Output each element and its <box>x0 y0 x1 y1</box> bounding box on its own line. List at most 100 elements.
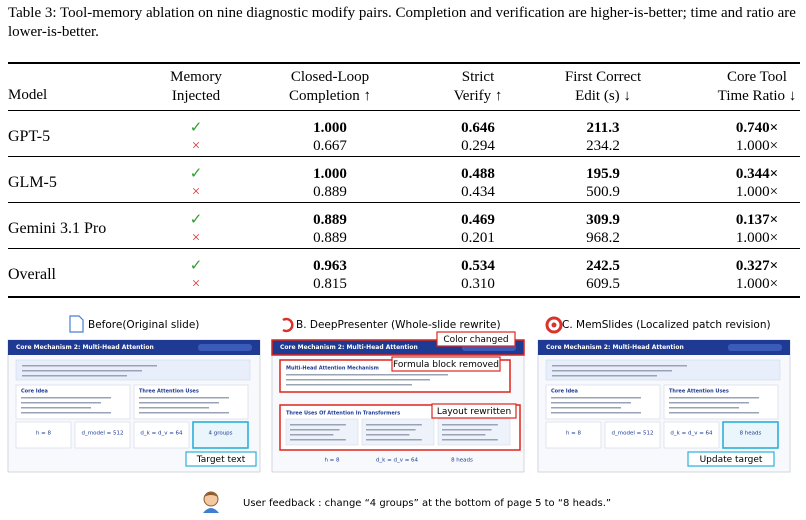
stat-value: d_k = d_v = 64 <box>670 431 713 437</box>
card-title: Core Idea <box>551 389 578 395</box>
header-pill <box>728 344 782 351</box>
table-cell: 0.646 <box>461 120 495 136</box>
doc-icon <box>69 315 84 333</box>
stat-box <box>133 421 190 449</box>
column-header: Strict <box>461 69 495 85</box>
table-cell: 0.310 <box>461 276 495 292</box>
table-cell: 0.488 <box>461 166 495 182</box>
header-pill <box>198 344 252 351</box>
annotation-box <box>431 403 517 419</box>
column-header: Injected <box>171 88 221 104</box>
text-line <box>442 429 492 431</box>
text-line <box>551 397 641 399</box>
table-cell: 0.344× <box>735 166 779 182</box>
card-title: Core Idea <box>21 389 48 395</box>
text-line <box>442 439 498 441</box>
text-line <box>552 370 672 372</box>
model-name: GLM-5 <box>8 174 57 191</box>
text-line <box>290 424 346 426</box>
text-line <box>669 407 739 409</box>
text-line <box>290 429 340 431</box>
memory-flag: × <box>191 230 201 246</box>
table-cell: 0.667 <box>313 138 347 154</box>
table-cell: 500.9 <box>586 184 620 200</box>
table-cell: 234.2 <box>586 138 620 154</box>
stat-box <box>722 421 779 449</box>
text-line <box>290 439 346 441</box>
memory-flag: ✓ <box>189 212 203 228</box>
stat-box <box>192 421 249 449</box>
column-header: Model <box>8 87 48 103</box>
model-name: GPT-5 <box>8 128 51 145</box>
column-header: Edit (s) ↓ <box>575 88 631 104</box>
stat-box <box>15 421 72 449</box>
memory-flag: ✓ <box>189 258 203 274</box>
table-caption: Table 3: Tool-memory ablation on nine di… <box>8 5 796 40</box>
stat-box <box>663 421 720 449</box>
annotation-label: Update target <box>700 455 763 465</box>
text-line <box>366 434 410 436</box>
text-line <box>442 434 486 436</box>
table-rule <box>8 296 800 298</box>
table-cell: 1.000 <box>313 166 347 182</box>
card-title: Three Attention Uses <box>139 389 199 395</box>
slide-title: Core Mechanism 2: Multi-Head Attention <box>16 344 154 351</box>
text-line <box>551 407 621 409</box>
stat-value: d_k = d_v = 64 <box>376 458 419 464</box>
panel-title: C. MemSlides (Localized patch revision) <box>562 319 771 331</box>
text-line <box>551 402 631 404</box>
memory-flag: × <box>191 184 201 200</box>
table-cell: 0.889 <box>313 212 347 228</box>
annotation-box <box>687 451 775 467</box>
use-card <box>361 418 435 446</box>
column-header: Core Tool <box>727 69 787 85</box>
text-line <box>22 365 157 367</box>
changed-header <box>271 339 525 356</box>
slide-header <box>8 340 260 355</box>
table-cell: 0.327× <box>735 258 779 274</box>
stat-value: h = 8 <box>566 431 582 437</box>
column-header: Verify ↑ <box>453 88 503 104</box>
table-cell: 211.3 <box>586 120 620 136</box>
text-line <box>551 412 641 414</box>
memory-flag: ✓ <box>189 120 203 136</box>
table-cell: 0.294 <box>461 138 495 154</box>
column-header: First Correct <box>564 69 642 85</box>
table-cell: 0.740× <box>735 120 779 136</box>
table-cell: 0.469 <box>461 212 495 228</box>
stat-value: d_k = d_v = 64 <box>140 431 183 437</box>
column-header: Time Ratio ↓ <box>717 88 797 104</box>
table-cell: 0.534 <box>461 258 495 274</box>
rewrite-icon <box>282 317 294 333</box>
text-line <box>21 402 101 404</box>
use-card <box>285 418 359 446</box>
text-line <box>22 370 142 372</box>
text-line <box>286 384 412 386</box>
table-cell: 309.9 <box>586 212 620 228</box>
table-cell: 1.000 <box>313 120 347 136</box>
text-line <box>21 407 91 409</box>
text-line <box>286 379 430 381</box>
text-line <box>366 439 422 441</box>
table-cell: 242.5 <box>586 258 620 274</box>
user-feedback: User feedback : change “4 groups” at the… <box>243 498 611 509</box>
text-line <box>669 402 749 404</box>
table-cell: 195.9 <box>586 166 620 182</box>
stat-value: 4 groups <box>208 431 232 437</box>
figure: Before(Original slide) Core Mechanism 2: … <box>7 315 791 513</box>
use-card <box>437 418 511 446</box>
panel-title: B. DeepPresenter (Whole-slide rewrite) <box>296 319 501 331</box>
section-title: Multi-Head Attention Mechanism <box>286 366 379 372</box>
annotation-box <box>391 356 501 372</box>
text-line <box>366 429 416 431</box>
table-cell: 1.000× <box>735 276 779 292</box>
table-cell: 968.2 <box>586 230 620 246</box>
text-line <box>442 424 498 426</box>
text-line <box>669 397 759 399</box>
slide-title: Core Mechanism 2: Multi-Head Attention <box>280 344 418 351</box>
annotation-label: Formula block removed <box>393 360 499 370</box>
text-line <box>552 365 687 367</box>
text-line <box>286 374 448 376</box>
text-line <box>290 434 334 436</box>
